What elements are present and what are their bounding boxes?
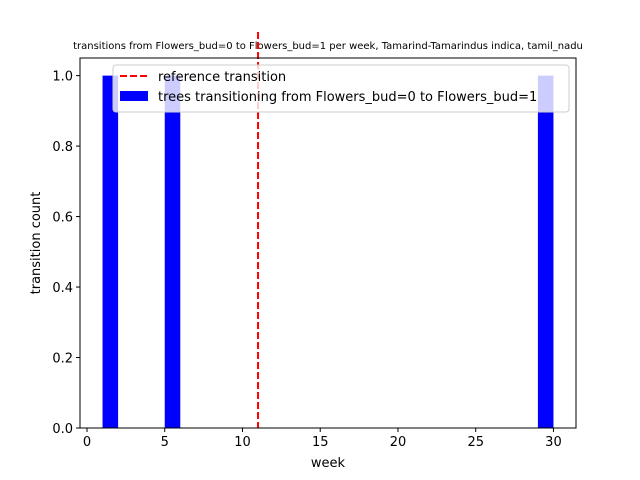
y-tick-label: 0.6 bbox=[52, 211, 73, 226]
x-tick-label: 10 bbox=[234, 435, 251, 450]
y-tick-label: 0.4 bbox=[52, 281, 73, 296]
legend-frame bbox=[112, 64, 570, 113]
legend-bar-swatch bbox=[120, 91, 148, 101]
legend: reference transition trees transitioning… bbox=[112, 64, 570, 113]
y-tick-label: 0.8 bbox=[52, 140, 73, 155]
legend-bar-label: trees transitioning from Flowers_bud=0 t… bbox=[158, 90, 537, 105]
bar-week-29 bbox=[537, 75, 554, 428]
y-tick-label: 0.2 bbox=[52, 352, 73, 367]
y-axis-title: transition count bbox=[29, 192, 44, 295]
x-tick-label: 5 bbox=[161, 435, 169, 450]
x-tick-label: 30 bbox=[545, 435, 562, 450]
chart-title: transitions from Flowers_bud=0 to Flower… bbox=[73, 41, 583, 52]
axes-frame bbox=[79, 57, 577, 429]
x-tick-label: 0 bbox=[83, 435, 91, 450]
x-tick-label: 15 bbox=[312, 435, 329, 450]
x-tick-label: 20 bbox=[390, 435, 407, 450]
y-tick-label: 1.0 bbox=[52, 70, 73, 85]
x-axis-title: week bbox=[311, 456, 346, 471]
bar-week-5 bbox=[164, 75, 181, 428]
plot-area: 0 5 10 15 20 25 30 0.0 0.2 0.4 0.6 0.8 1.0 bbox=[52, 32, 577, 450]
legend-reference-label: reference transition bbox=[158, 70, 286, 85]
x-tick-label: 25 bbox=[467, 435, 484, 450]
bar-week-1 bbox=[102, 75, 119, 428]
y-tick-label: 0.0 bbox=[52, 422, 73, 437]
